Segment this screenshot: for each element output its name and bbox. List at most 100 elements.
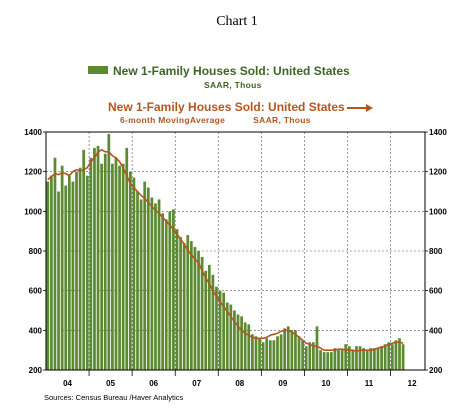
bar [319,350,322,370]
legend-series1-label: New 1-Family Houses Sold: United States [113,64,350,78]
x-tick-label: 10 [321,379,330,388]
bar [394,340,398,370]
bar [172,209,175,370]
legend-series2-label: New 1-Family Houses Sold: United States [108,100,345,114]
bar [193,247,197,370]
bar [369,348,373,370]
bar [71,181,75,370]
bar [337,350,340,370]
y-tick-label-right: 600 [429,287,443,296]
bar [125,147,129,370]
legend-series2-sublabel-a: 6-month MovingAverage [120,115,226,125]
y-tick-label-right: 200 [429,366,443,375]
bar [243,322,247,370]
bar [100,163,103,370]
bar [261,342,265,370]
y-tick-label-left: 200 [29,366,43,375]
bar [283,328,287,370]
bar [304,346,308,370]
bar [390,344,394,370]
legend-bar-swatch [88,66,108,74]
bar [118,165,121,370]
bar [333,348,337,370]
bar [103,153,107,370]
bar [308,342,312,370]
bar [200,256,204,370]
legend-series1: New 1-Family Houses Sold: United States [88,64,350,78]
bar [215,286,218,370]
bar [315,326,319,370]
bar [398,338,401,370]
bar [312,342,315,370]
plot-frame [45,131,426,371]
bar [64,185,68,370]
bar [326,352,330,370]
y-tick-label-right: 400 [429,326,443,335]
bar [286,326,290,370]
bar [376,348,380,370]
y-tick-label-right: 1400 [429,128,447,137]
bar [222,292,226,370]
bar [89,157,93,370]
bar [132,177,136,370]
bar [272,340,276,370]
moving-average-series [47,148,404,352]
bar [383,344,387,370]
bar [75,171,78,370]
bar [182,243,186,370]
bar [114,157,118,370]
bar [218,290,222,370]
x-tick-label: 12 [408,379,417,388]
x-tick-label: 09 [278,379,287,388]
bar [233,310,236,370]
bar [53,157,57,370]
legend-line-arrow-icon [346,103,373,112]
bar [107,133,111,370]
bar [46,181,50,370]
bar [358,346,362,370]
bar [247,324,251,370]
bar [258,338,261,370]
bar [276,336,279,370]
bar [254,336,258,370]
legend-series2: New 1-Family Houses Sold: United States [108,100,373,114]
bar [78,167,82,370]
bar [401,344,405,370]
bar [154,203,157,370]
x-tick-label: 07 [192,379,201,388]
bar [362,348,365,370]
bar [265,338,269,370]
bar [240,316,243,370]
bar [146,187,150,370]
bar [57,191,60,370]
bar [279,334,283,370]
y-tick-label-right: 1200 [429,168,447,177]
bar [168,211,172,370]
bar [189,241,193,370]
bar [355,346,358,370]
x-tick-label: 06 [149,379,158,388]
y-tick-label-left: 1200 [24,168,42,177]
bar [82,149,86,370]
bar [139,199,143,370]
bar [297,336,301,370]
bar [380,346,383,370]
legend-series2-sublabel-b: SAAR, Thous [253,115,311,125]
bar [211,274,215,370]
x-tick-label: 11 [365,379,374,388]
bar [175,229,179,370]
bar [204,270,208,370]
bar [301,340,304,370]
bar [387,342,391,370]
bar [207,264,211,370]
bar-series [46,133,405,370]
bar [329,352,333,370]
legend-series1-sublabel: SAAR, Thous [204,80,262,90]
y-tick-label-left: 1000 [24,207,42,216]
axes: 200 200 400 400 600 600 800 800 1000 1000 1200 1200… [24,128,447,388]
bar [93,147,96,370]
bar [197,251,200,370]
bar [143,181,147,370]
bar [161,213,165,370]
